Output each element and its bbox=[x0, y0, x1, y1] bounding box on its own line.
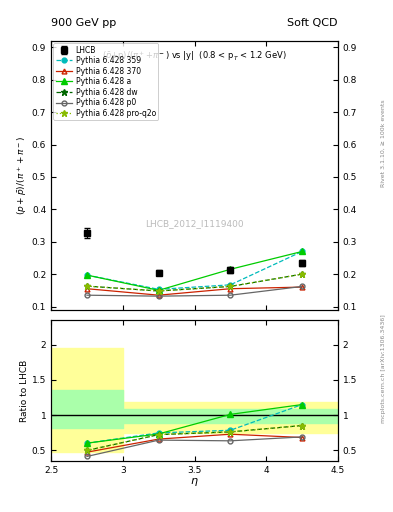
Pythia 6.428 a bbox=[300, 248, 305, 254]
Pythia 6.428 pro-q2o bbox=[84, 283, 89, 289]
Text: ($\bar{p}$+p)/($\pi^+$+$\pi^-$) vs |y|  (0.8 < p$_T$ < 1.2 GeV): ($\bar{p}$+p)/($\pi^+$+$\pi^-$) vs |y| (… bbox=[102, 49, 287, 63]
Line: Pythia 6.428 370: Pythia 6.428 370 bbox=[84, 285, 305, 297]
Line: Pythia 6.428 pro-q2o: Pythia 6.428 pro-q2o bbox=[83, 271, 306, 294]
Line: Pythia 6.428 p0: Pythia 6.428 p0 bbox=[84, 284, 305, 298]
Text: Soft QCD: Soft QCD bbox=[288, 18, 338, 28]
Pythia 6.428 p0 bbox=[84, 292, 89, 298]
Pythia 6.428 dw bbox=[156, 288, 161, 294]
Text: mcplots.cern.ch [arXiv:1306.3436]: mcplots.cern.ch [arXiv:1306.3436] bbox=[381, 314, 386, 423]
Line: Pythia 6.428 359: Pythia 6.428 359 bbox=[84, 249, 305, 292]
Pythia 6.428 pro-q2o bbox=[228, 283, 233, 289]
Text: Rivet 3.1.10, ≥ 100k events: Rivet 3.1.10, ≥ 100k events bbox=[381, 99, 386, 187]
Pythia 6.428 a bbox=[156, 287, 161, 293]
Pythia 6.428 370 bbox=[84, 286, 89, 292]
Line: Pythia 6.428 a: Pythia 6.428 a bbox=[84, 249, 305, 293]
Pythia 6.428 370 bbox=[228, 286, 233, 292]
Pythia 6.428 dw bbox=[228, 283, 233, 289]
Pythia 6.428 370 bbox=[300, 284, 305, 290]
Pythia 6.428 pro-q2o bbox=[156, 288, 161, 294]
Text: 900 GeV pp: 900 GeV pp bbox=[51, 18, 116, 28]
Line: Pythia 6.428 dw: Pythia 6.428 dw bbox=[83, 271, 306, 294]
Pythia 6.428 359 bbox=[84, 272, 89, 278]
Y-axis label: Ratio to LHCB: Ratio to LHCB bbox=[20, 359, 29, 421]
Pythia 6.428 a bbox=[84, 272, 89, 278]
Pythia 6.428 359 bbox=[156, 286, 161, 292]
Text: LHCB_2012_I1119400: LHCB_2012_I1119400 bbox=[145, 219, 244, 228]
Pythia 6.428 a bbox=[228, 266, 233, 272]
X-axis label: $\eta$: $\eta$ bbox=[190, 476, 199, 488]
Pythia 6.428 dw bbox=[300, 271, 305, 277]
Pythia 6.428 dw bbox=[84, 283, 89, 289]
Pythia 6.428 370 bbox=[156, 292, 161, 298]
Pythia 6.428 p0 bbox=[156, 293, 161, 299]
Legend: LHCB, Pythia 6.428 359, Pythia 6.428 370, Pythia 6.428 a, Pythia 6.428 dw, Pythi: LHCB, Pythia 6.428 359, Pythia 6.428 370… bbox=[53, 43, 158, 120]
Pythia 6.428 359 bbox=[228, 282, 233, 288]
Pythia 6.428 p0 bbox=[300, 283, 305, 289]
Y-axis label: $(p+\bar{p})/(\pi^+ + \pi^-)$: $(p+\bar{p})/(\pi^+ + \pi^-)$ bbox=[15, 136, 29, 215]
Pythia 6.428 pro-q2o bbox=[300, 271, 305, 277]
Pythia 6.428 359 bbox=[300, 248, 305, 254]
Pythia 6.428 p0 bbox=[228, 292, 233, 298]
